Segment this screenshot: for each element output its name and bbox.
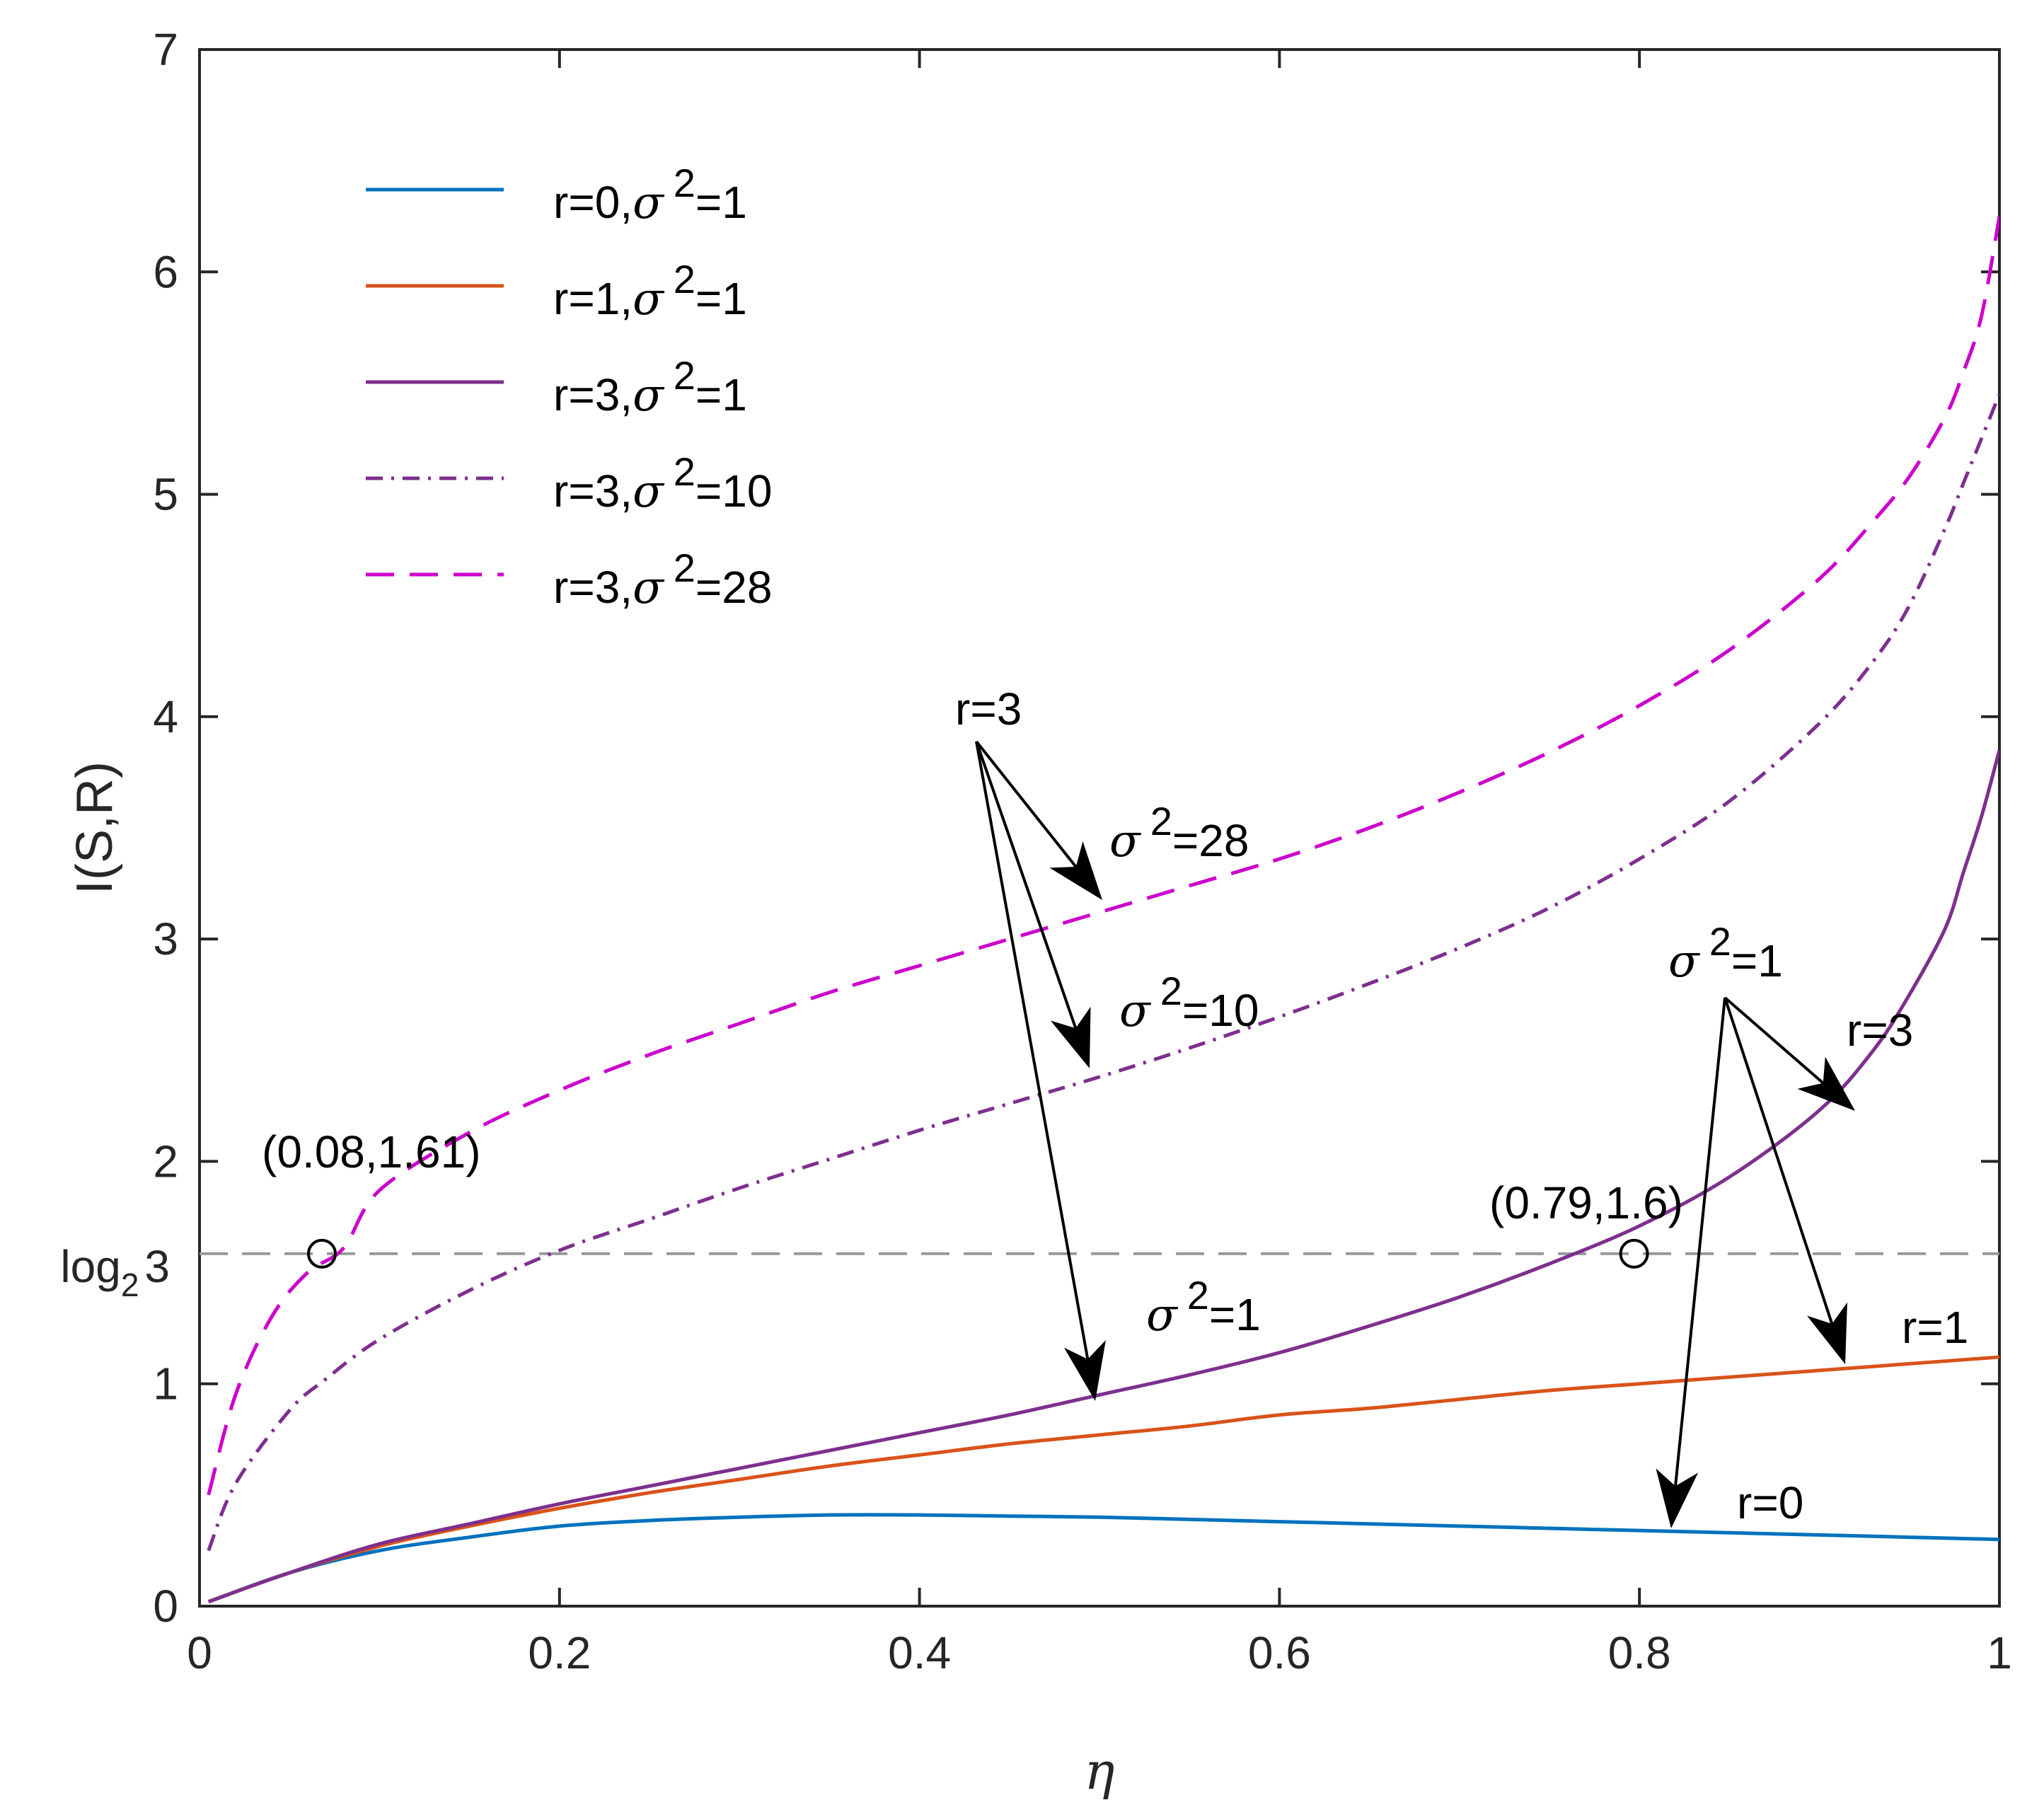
x-axis-title: η (1084, 1741, 1114, 1801)
x-tick-label: 1 (1987, 1627, 2012, 1678)
marker-layer: (0.08,1.61) (0.79,1.6) (262, 1126, 1683, 1269)
annotation-s28: σ 2=28 (1109, 799, 1249, 867)
y-axis: 0 1 2 3 4 5 6 7 (153, 24, 1999, 1632)
annotations: r=3 σ 2=28 σ 2=10 σ 2=1 σ 2=1 r=3 r=1 r=0 (955, 683, 1968, 1528)
annotation-rr3: r=3 (1847, 1005, 1913, 1056)
legend-label-1: r=1,σ 2=1 (553, 257, 747, 325)
x-tick-label: 0 (187, 1627, 212, 1678)
arrow-to-sigma1 (975, 741, 1106, 1401)
arrow-to-r3 (1723, 996, 1855, 1111)
legend-label-4: r=3,σ 2=28 (553, 546, 772, 614)
point-marker-label-1: (0.79,1.6) (1489, 1177, 1683, 1228)
annotation-rr1: r=1 (1902, 1302, 1968, 1353)
x-tick-label: 0.8 (1608, 1627, 1671, 1678)
y-tick-label: 1 (153, 1359, 178, 1409)
y-tick-label: 2 (153, 1136, 178, 1187)
series-layer (207, 216, 1999, 1604)
annotation-s10: σ 2=10 (1119, 969, 1259, 1037)
arrow-to-r0 (1656, 997, 1726, 1528)
y-tick-label: 5 (153, 469, 178, 520)
x-tick-label: 0.2 (528, 1627, 591, 1678)
legend-label-0: r=0,σ 2=1 (553, 161, 747, 229)
series-line-3 (207, 393, 1999, 1552)
x-axis: 0 0.2 0.4 0.6 0.8 1 (187, 50, 2012, 1678)
y-axis-title: I(S,R) (67, 761, 123, 894)
series-line-2 (207, 749, 1999, 1604)
series-line-0 (207, 1513, 1999, 1604)
arrow-to-sigma10 (975, 741, 1091, 1068)
annotation-rr0: r=0 (1737, 1477, 1803, 1528)
arrow-to-sigma28 (975, 740, 1102, 900)
y-tick-label: 4 (153, 691, 178, 742)
point-marker-1 (1619, 1238, 1649, 1269)
legend: r=0,σ 2=1 r=1,σ 2=1 r=3,σ 2=1 r=3,σ 2=10 r=3,σ 2=… (366, 161, 772, 614)
annotation-s1b: σ 2=1 (1668, 919, 1783, 988)
legend-label-2: r=3,σ 2=1 (553, 353, 747, 422)
y-tick-label: 0 (153, 1581, 178, 1632)
annotation-arrows (975, 740, 1855, 1528)
x-tick-label: 0.4 (888, 1627, 951, 1678)
annotation-s1a: σ 2=1 (1146, 1273, 1261, 1342)
arrow-to-r1 (1723, 997, 1847, 1364)
plot-area-frame (198, 48, 2001, 1608)
y-tick-label: 7 (153, 24, 178, 75)
annotation-r3: r=3 (955, 683, 1022, 734)
reference-line-label: log2 3 (60, 1241, 170, 1303)
y-tick-label: 6 (153, 246, 178, 297)
legend-label-3: r=3,σ 2=10 (553, 449, 772, 518)
y-tick-label: 3 (153, 913, 178, 964)
series-line-4 (207, 216, 1999, 1496)
x-tick-label: 0.6 (1248, 1627, 1311, 1678)
series-line-1 (207, 1355, 1999, 1604)
point-marker-0 (306, 1238, 337, 1269)
point-marker-label-0: (0.08,1.61) (262, 1126, 481, 1177)
